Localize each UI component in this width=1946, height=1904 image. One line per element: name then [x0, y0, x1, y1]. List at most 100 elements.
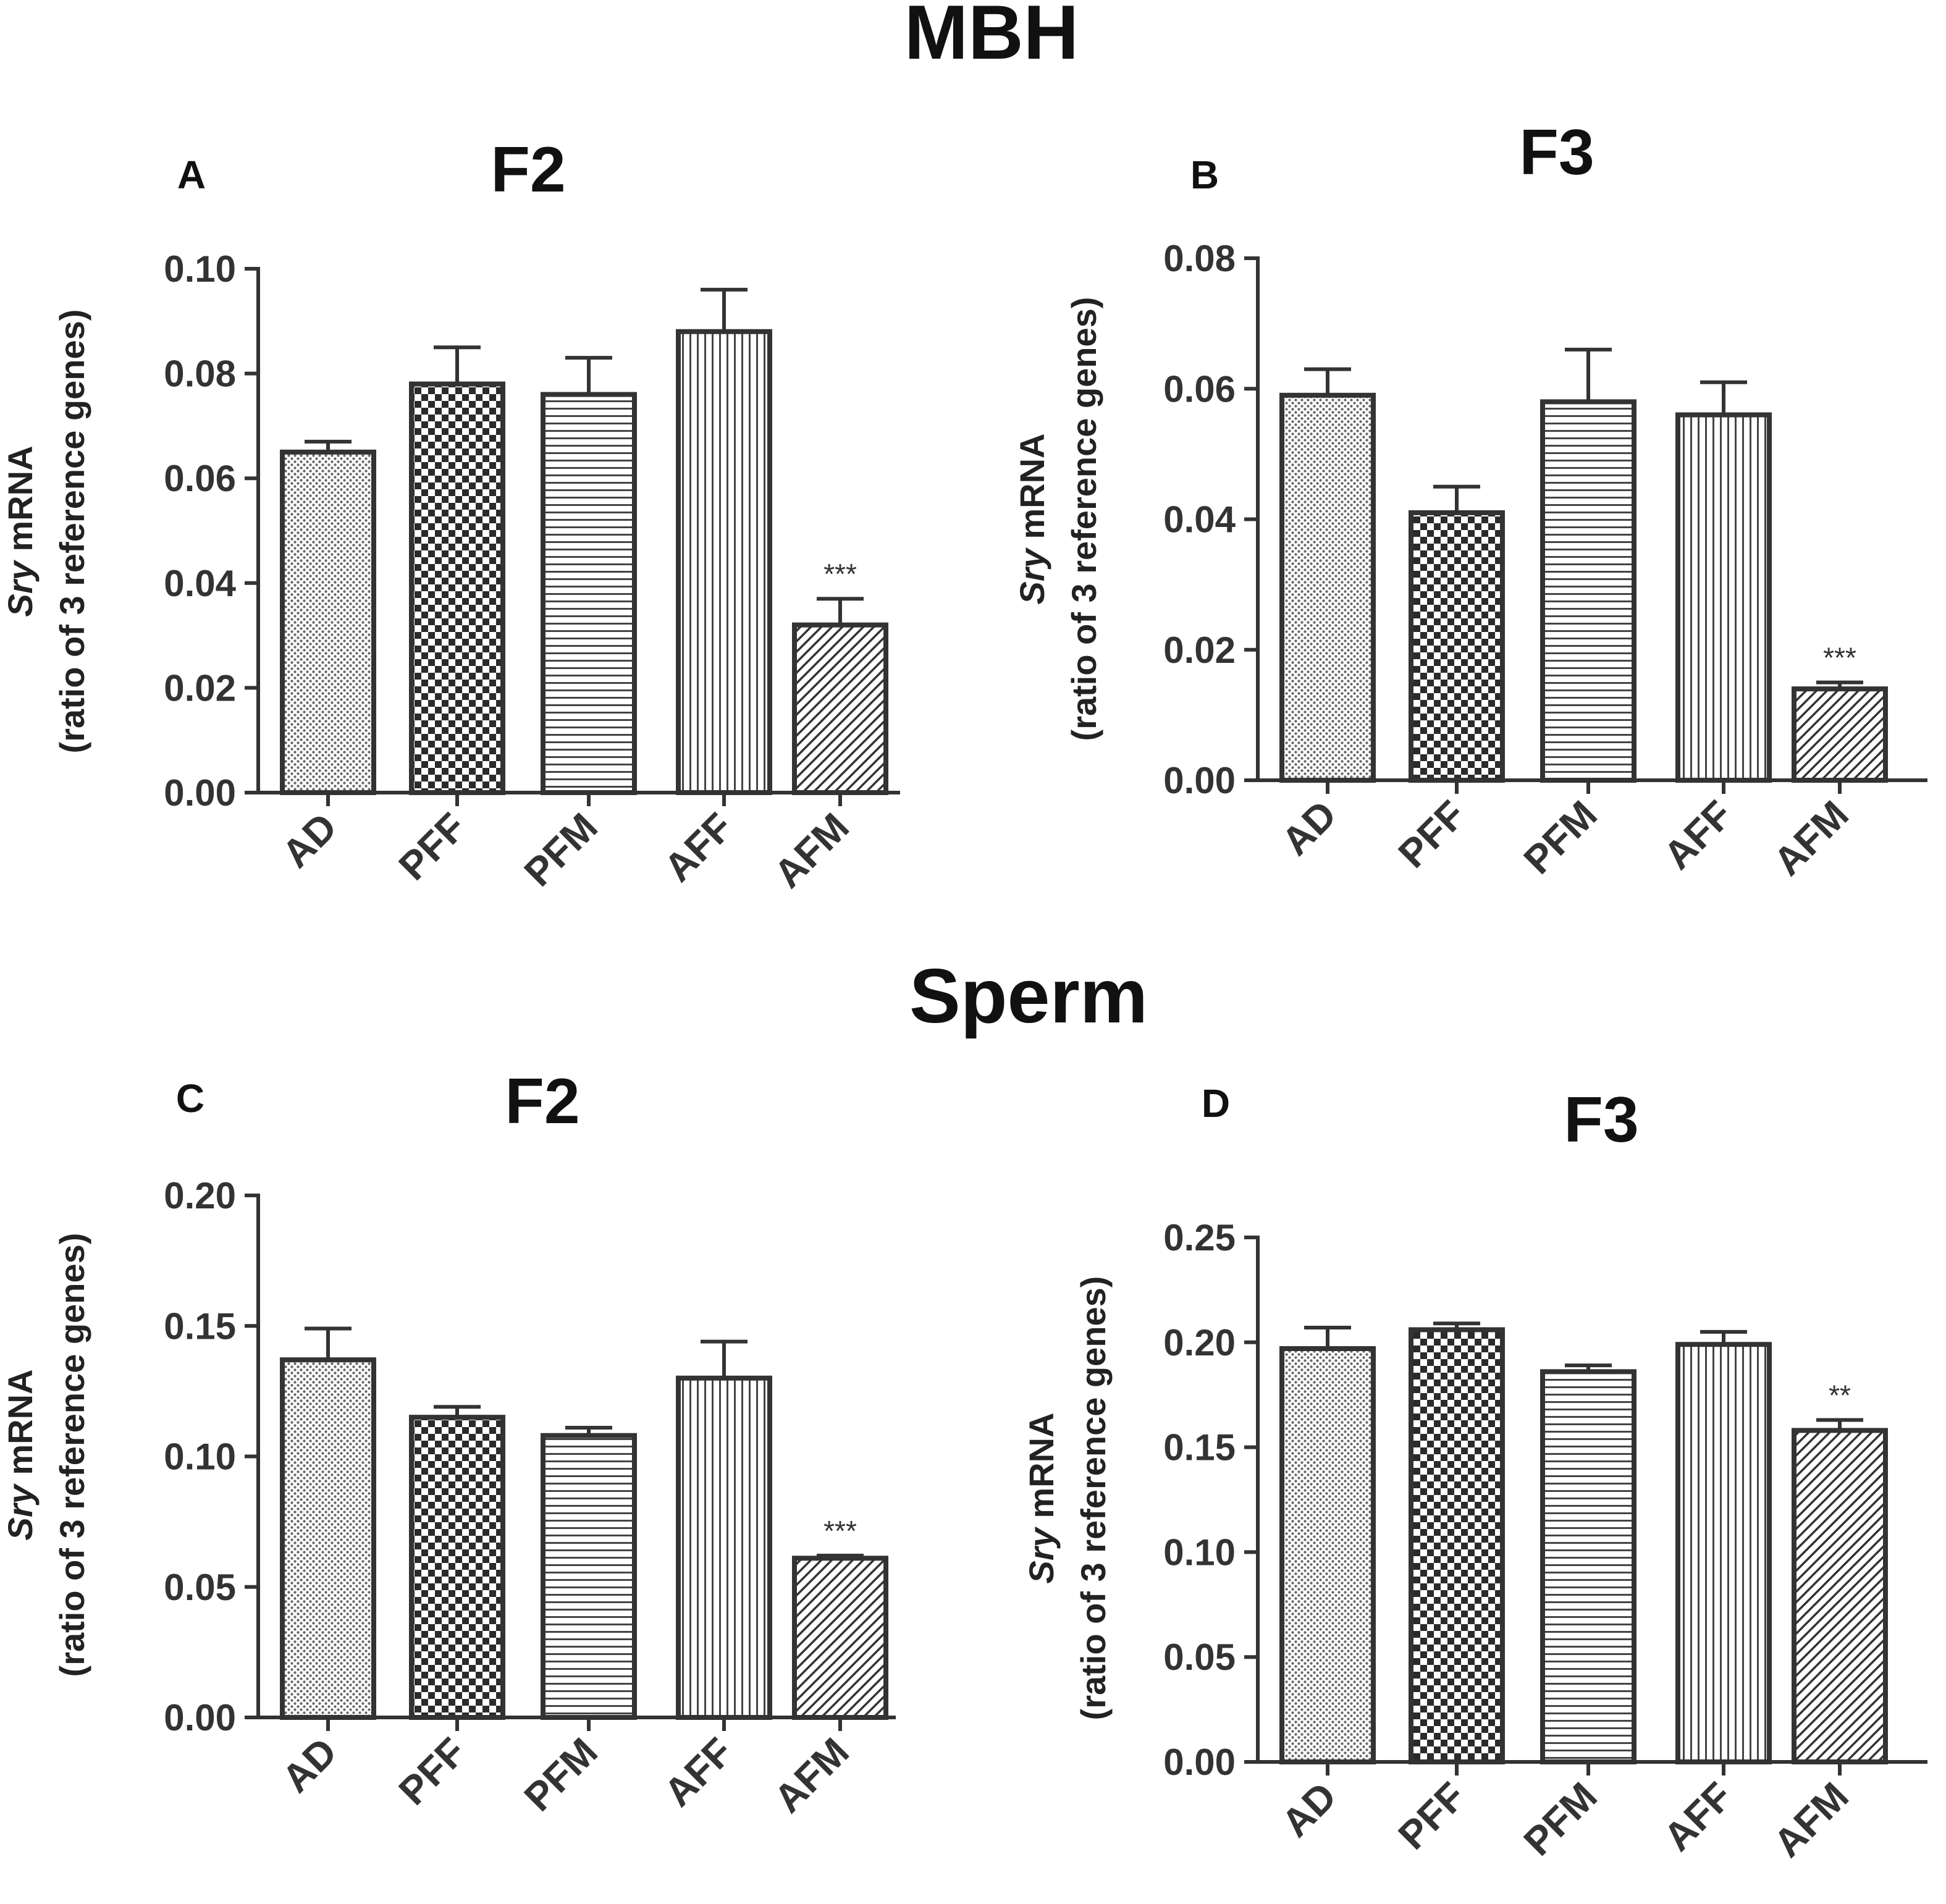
x-category-label: PFF [1390, 792, 1474, 876]
y-axis-label-unit: mRNA [1013, 434, 1051, 549]
x-category-label: AD [274, 1729, 345, 1801]
panel-letter: C [176, 1076, 204, 1121]
y-tick-label: 0.08 [164, 353, 236, 395]
y-tick-label: 0.05 [164, 1567, 236, 1608]
section-title-sperm: Sperm [909, 954, 1148, 1039]
x-category-label: PFM [515, 1729, 605, 1819]
x-category-label: AD [1273, 792, 1345, 864]
y-tick-label: 0.08 [1163, 238, 1236, 279]
bar-aff [1675, 1342, 1772, 1765]
y-tick-label: 0.06 [164, 458, 236, 499]
bar-pff [409, 381, 505, 795]
x-category-label: AFM [765, 804, 857, 896]
panel-letter: D [1202, 1081, 1230, 1126]
y-tick-label: 0.00 [1163, 760, 1236, 801]
chart-panel-b: B F3 Sry mRNA (ratio of 3 reference genes) 0… [1013, 117, 1927, 884]
y-tick-label: 0.10 [1163, 1531, 1236, 1573]
panel-title: F2 [491, 134, 565, 206]
y-axis-label-unit: mRNA [1022, 1413, 1061, 1528]
bar-pfm [541, 1433, 637, 1720]
x-category-label: PFF [390, 1729, 474, 1813]
y-axis-label-line2: (ratio of 3 reference genes) [53, 1233, 91, 1677]
y-tick-label: 0.10 [164, 248, 236, 290]
y-tick-label: 0.04 [1163, 499, 1236, 541]
y-tick-label: 0.15 [164, 1305, 236, 1347]
y-tick-label: 0.20 [1163, 1322, 1236, 1363]
y-axis-label: Sry mRNA (ratio of 3 reference genes) [1, 1233, 91, 1677]
bar-ad [280, 1357, 376, 1721]
bar-afm [792, 622, 888, 795]
chart-panel-d: D F3 Sry mRNA (ratio of 3 reference genes) 0… [1022, 1081, 1927, 1866]
x-category-label: AFM [1765, 792, 1857, 884]
x-category-label: AD [1273, 1774, 1345, 1845]
y-axis-label-gene: Sry [1022, 1526, 1061, 1583]
bar-afm [1792, 686, 1888, 783]
y-tick-label: 0.02 [1163, 630, 1236, 671]
panel-title: F2 [505, 1066, 579, 1137]
y-tick-label: 0.25 [1163, 1217, 1236, 1258]
x-category-label: PFM [1515, 1774, 1605, 1864]
y-tick-label: 0.10 [164, 1436, 236, 1478]
panel-title: F3 [1519, 117, 1594, 188]
y-axis-label-line1: Sry mRNA [1, 1370, 40, 1541]
y-axis-label: Sry mRNA (ratio of 3 reference genes) [1, 310, 91, 754]
bar-aff [676, 1375, 772, 1720]
y-tick-label: 0.00 [164, 1697, 236, 1738]
x-category-label: AFF [655, 804, 741, 890]
y-axis-label-line2: (ratio of 3 reference genes) [1064, 297, 1103, 741]
panel-letter: A [177, 153, 206, 197]
bar-ad [1279, 392, 1376, 783]
y-tick-label: 0.20 [164, 1175, 236, 1216]
x-category-label: PFM [515, 804, 605, 895]
significance-marker: ** [1829, 1379, 1851, 1411]
y-axis-label-unit: mRNA [1, 1370, 40, 1485]
y-axis-label-line2: (ratio of 3 reference genes) [1074, 1276, 1113, 1721]
y-tick-label: 0.02 [164, 667, 236, 709]
x-category-label: PFF [1390, 1774, 1474, 1858]
bar-aff [676, 329, 772, 795]
y-axis-label-line1: Sry mRNA [1013, 434, 1051, 605]
x-category-label: AFF [655, 1729, 741, 1815]
y-axis-label-unit: mRNA [1, 446, 40, 562]
y-tick-label: 0.05 [1163, 1637, 1236, 1678]
bar-pfm [1540, 399, 1636, 783]
y-axis-label-gene: Sry [1, 559, 40, 617]
bar-pfm [541, 392, 637, 795]
significance-marker: *** [823, 558, 857, 590]
bar-ad [280, 449, 376, 795]
panel-letter: B [1190, 153, 1219, 197]
bar-pfm [1540, 1369, 1636, 1764]
y-axis-label-line1: Sry mRNA [1022, 1413, 1061, 1584]
x-category-label: AFF [1655, 792, 1741, 878]
bar-pff [1409, 1327, 1505, 1765]
significance-marker: *** [1823, 642, 1856, 674]
bar-afm [1792, 1428, 1888, 1764]
significance-marker: *** [823, 1515, 857, 1547]
x-category-label: AFM [765, 1729, 857, 1821]
x-category-label: AFF [1655, 1774, 1741, 1860]
y-axis-label: Sry mRNA (ratio of 3 reference genes) [1022, 1276, 1113, 1721]
panel-title: F3 [1564, 1084, 1638, 1156]
y-tick-label: 0.00 [1163, 1742, 1236, 1783]
bar-ad [1279, 1346, 1376, 1765]
y-axis-label: Sry mRNA (ratio of 3 reference genes) [1013, 297, 1103, 741]
x-category-label: PFM [1515, 792, 1605, 882]
x-category-label: AFM [1765, 1774, 1857, 1866]
x-category-label: AD [274, 804, 345, 876]
bar-pff [1409, 510, 1505, 783]
bar-pff [409, 1415, 505, 1720]
y-tick-label: 0.00 [164, 772, 236, 814]
bar-aff [1675, 412, 1772, 783]
bar-afm [792, 1556, 888, 1720]
y-tick-label: 0.06 [1163, 368, 1236, 410]
y-axis-label-gene: Sry [1, 1483, 40, 1540]
x-category-label: PFF [390, 804, 474, 888]
y-axis-label-gene: Sry [1013, 547, 1051, 604]
y-axis-label-line2: (ratio of 3 reference genes) [53, 310, 91, 754]
chart-panel-a: A F2 Sry mRNA (ratio of 3 reference genes) 0… [1, 134, 900, 896]
y-tick-label: 0.04 [164, 563, 236, 604]
y-axis-label-line1: Sry mRNA [1, 446, 40, 617]
section-title-mbh: MBH [904, 0, 1079, 75]
y-tick-label: 0.15 [1163, 1427, 1236, 1468]
